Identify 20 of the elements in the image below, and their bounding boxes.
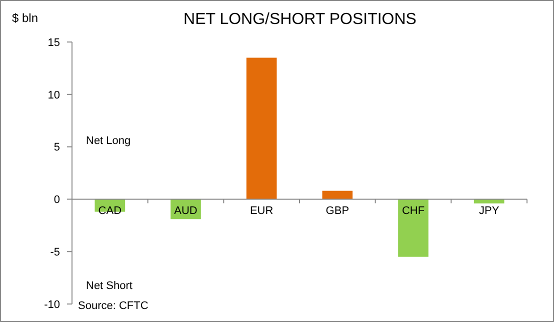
x-tick-label: CAD [98, 205, 122, 218]
annotation: Net Short [86, 280, 132, 292]
y-tick-label: 10 [48, 89, 60, 102]
y-tick-label: 0 [54, 194, 60, 206]
y-tick-label: 5 [54, 142, 60, 154]
x-tick-label: CHF [402, 205, 425, 218]
x-tick-label: JPY [478, 205, 500, 218]
x-tick-label: GBP [326, 205, 350, 218]
x-tick-label: EUR [250, 205, 274, 218]
annotation: Source: CFTC [78, 300, 148, 312]
x-tick-label: AUD [174, 205, 198, 218]
y-axis-title: $ bln [12, 11, 38, 25]
bar [398, 199, 428, 257]
bar [246, 58, 277, 200]
y-tick-label: 15 [48, 36, 60, 49]
chart-title: NET LONG/SHORT POSITIONS [184, 11, 416, 28]
bar [474, 199, 504, 204]
annotation: Net Long [86, 135, 131, 147]
y-tick-label: -10 [44, 298, 60, 311]
y-tick-label: -5 [50, 246, 60, 258]
